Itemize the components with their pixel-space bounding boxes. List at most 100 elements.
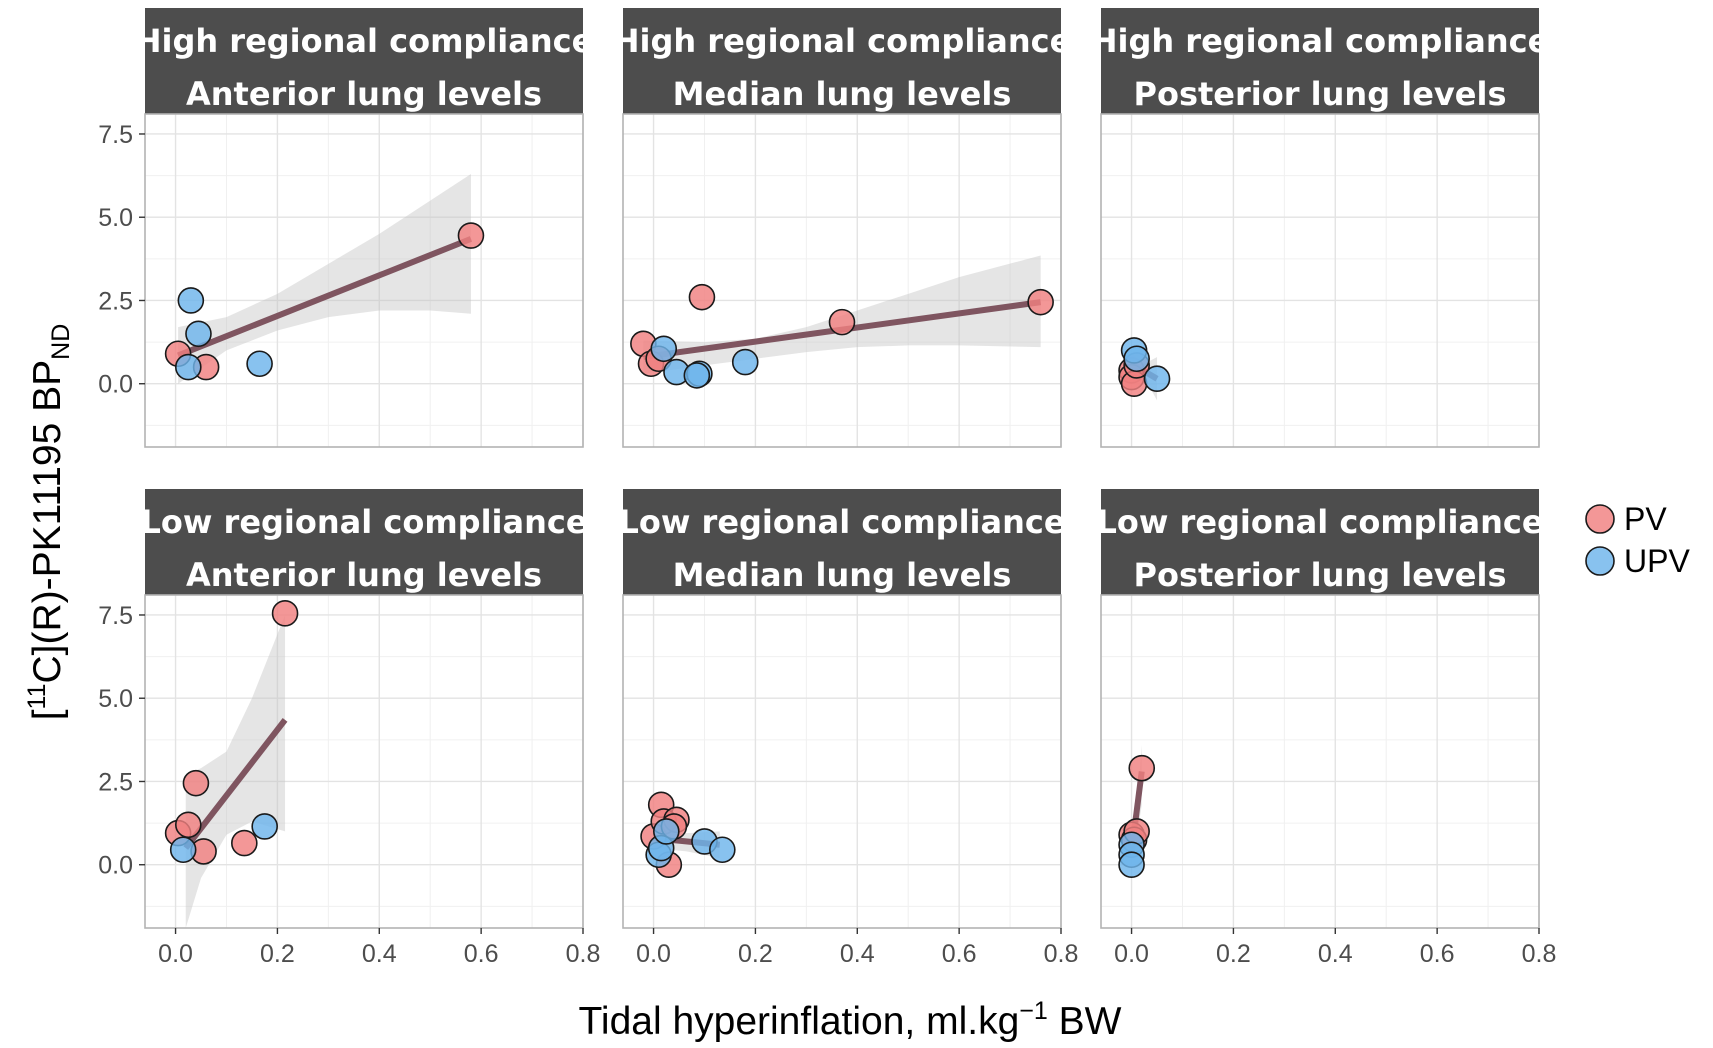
plot-background bbox=[1101, 114, 1539, 447]
panels-layer: High regional compliance Anterior lung le… bbox=[98, 8, 1556, 968]
data-point-upv bbox=[246, 350, 273, 378]
panel-border bbox=[144, 594, 584, 929]
x-tick-label: 0.4 bbox=[840, 940, 875, 968]
data-point-pv bbox=[688, 283, 716, 311]
y-tick-label: 2.5 bbox=[98, 768, 133, 796]
y-axis-title-text: [11C](R)-PK11195 BPND bbox=[23, 324, 75, 721]
facet-panel: High regional compliance Median lung leve… bbox=[613, 8, 1072, 448]
data-point-pv bbox=[174, 811, 202, 839]
x-tick-label: 0.2 bbox=[260, 940, 295, 968]
panel-border bbox=[622, 113, 1062, 448]
plot-background bbox=[623, 114, 1061, 447]
data-point-upv bbox=[1123, 345, 1150, 373]
panel-border bbox=[622, 594, 1062, 929]
legend-key-upv bbox=[1585, 546, 1615, 576]
y-axis-title-prefix: [ bbox=[26, 709, 69, 720]
x-tick-label: 0.8 bbox=[1522, 940, 1557, 968]
panel-border bbox=[1100, 594, 1540, 929]
confidence-ribbon bbox=[178, 173, 471, 384]
strip-label-level: Anterior lung levels bbox=[186, 75, 542, 113]
x-axis-title-text: Tidal hyperinflation, ml.kg−1 BW bbox=[579, 997, 1122, 1043]
legend-label-upv: UPV bbox=[1624, 543, 1690, 579]
facet-panel: High regional compliance Posterior lung l… bbox=[1091, 8, 1550, 448]
x-axis-title: Tidal hyperinflation, ml.kg−1 BW bbox=[579, 997, 1122, 1043]
x-tick-label: 0.8 bbox=[1044, 940, 1079, 968]
y-tick-label: 0.0 bbox=[98, 852, 133, 880]
regression-line bbox=[183, 718, 288, 850]
facet-panel: Low regional compliance Posterior lung le… bbox=[1096, 489, 1556, 968]
y-axis-title-main: C](R)-PK11195 BP bbox=[26, 360, 69, 684]
x-tick-label: 0.0 bbox=[1114, 940, 1149, 968]
plot-background bbox=[145, 595, 583, 928]
plot-background bbox=[623, 595, 1061, 928]
x-tick-label: 0.4 bbox=[362, 940, 397, 968]
x-tick-label: 0.6 bbox=[942, 940, 977, 968]
y-tick-label: 5.0 bbox=[98, 204, 133, 232]
data-point-pv bbox=[271, 600, 299, 627]
data-point-upv bbox=[174, 353, 202, 381]
data-point-upv bbox=[185, 320, 212, 348]
y-axis-title: [11C](R)-PK11195 BPND bbox=[23, 324, 75, 721]
panel-border bbox=[1100, 113, 1540, 448]
plot-background bbox=[1101, 595, 1539, 928]
facet-strip bbox=[623, 489, 1061, 595]
x-tick-label: 0.0 bbox=[636, 940, 671, 968]
data-point-pv bbox=[182, 769, 210, 797]
x-axis-title-main: Tidal hyperinflation, ml.kg bbox=[579, 1000, 1020, 1043]
data-point-pv bbox=[828, 308, 856, 336]
y-tick-label: 5.0 bbox=[98, 685, 133, 713]
x-tick-label: 0.8 bbox=[566, 940, 601, 968]
y-tick-label: 7.5 bbox=[98, 121, 133, 149]
y-tick-label: 7.5 bbox=[98, 602, 133, 630]
strip-label-compliance: Low regional compliance bbox=[1096, 503, 1543, 541]
data-point-upv bbox=[731, 348, 759, 376]
x-tick-label: 0.4 bbox=[1318, 940, 1353, 968]
x-tick-label: 0.2 bbox=[738, 940, 773, 968]
strip-label-compliance: High regional compliance bbox=[1091, 22, 1550, 60]
facet-strip bbox=[623, 8, 1061, 114]
data-point-upv bbox=[709, 836, 736, 864]
data-point-upv bbox=[251, 813, 278, 840]
data-point-upv bbox=[1118, 851, 1145, 879]
data-point-pv bbox=[1027, 288, 1054, 316]
regression-line bbox=[176, 236, 473, 359]
data-point-pv bbox=[1128, 754, 1156, 782]
x-tick-label: 0.6 bbox=[1420, 940, 1455, 968]
strip-label-compliance: High regional compliance bbox=[613, 22, 1072, 60]
facet-strip bbox=[145, 489, 583, 595]
data-point-pv bbox=[457, 222, 485, 249]
strip-label-level: Posterior lung levels bbox=[1134, 556, 1507, 594]
strip-label-compliance: Low regional compliance bbox=[140, 503, 587, 541]
data-point-pv bbox=[231, 829, 258, 857]
x-tick-label: 0.6 bbox=[464, 940, 499, 968]
panel-border bbox=[144, 113, 584, 448]
y-tick-label: 0.0 bbox=[98, 371, 133, 399]
data-point-upv bbox=[652, 818, 680, 845]
x-axis-title-suffix: BW bbox=[1048, 1000, 1122, 1043]
strip-label-compliance: High regional compliance bbox=[135, 22, 594, 60]
legend: PV UPV bbox=[1585, 501, 1690, 579]
strip-label-level: Anterior lung levels bbox=[186, 556, 542, 594]
facet-strip bbox=[1101, 8, 1539, 114]
y-tick-label: 2.5 bbox=[98, 287, 133, 315]
legend-key-pv bbox=[1585, 504, 1615, 534]
x-tick-label: 0.0 bbox=[158, 940, 193, 968]
strip-label-level: Median lung levels bbox=[673, 75, 1012, 113]
strip-label-level: Median lung levels bbox=[673, 556, 1012, 594]
facet-panel: Low regional compliance Median lung level… bbox=[618, 489, 1078, 968]
x-tick-label: 0.2 bbox=[1216, 940, 1251, 968]
x-axis-title-superscript: −1 bbox=[1019, 997, 1048, 1025]
data-point-upv bbox=[1143, 365, 1171, 393]
y-axis-title-subscript: ND bbox=[47, 324, 75, 360]
data-point-upv bbox=[169, 836, 197, 864]
facet-strip bbox=[1101, 489, 1539, 595]
gridlines bbox=[623, 595, 1062, 928]
strip-label-level: Posterior lung levels bbox=[1134, 75, 1507, 113]
data-point-upv bbox=[177, 287, 205, 314]
data-point-upv bbox=[650, 335, 678, 363]
facet-panel: Low regional compliance Anterior lung lev… bbox=[98, 489, 600, 968]
legend-label-pv: PV bbox=[1624, 501, 1667, 537]
facet-panel: High regional compliance Anterior lung le… bbox=[98, 8, 594, 448]
y-axis-title-superscript: 11 bbox=[23, 684, 51, 710]
